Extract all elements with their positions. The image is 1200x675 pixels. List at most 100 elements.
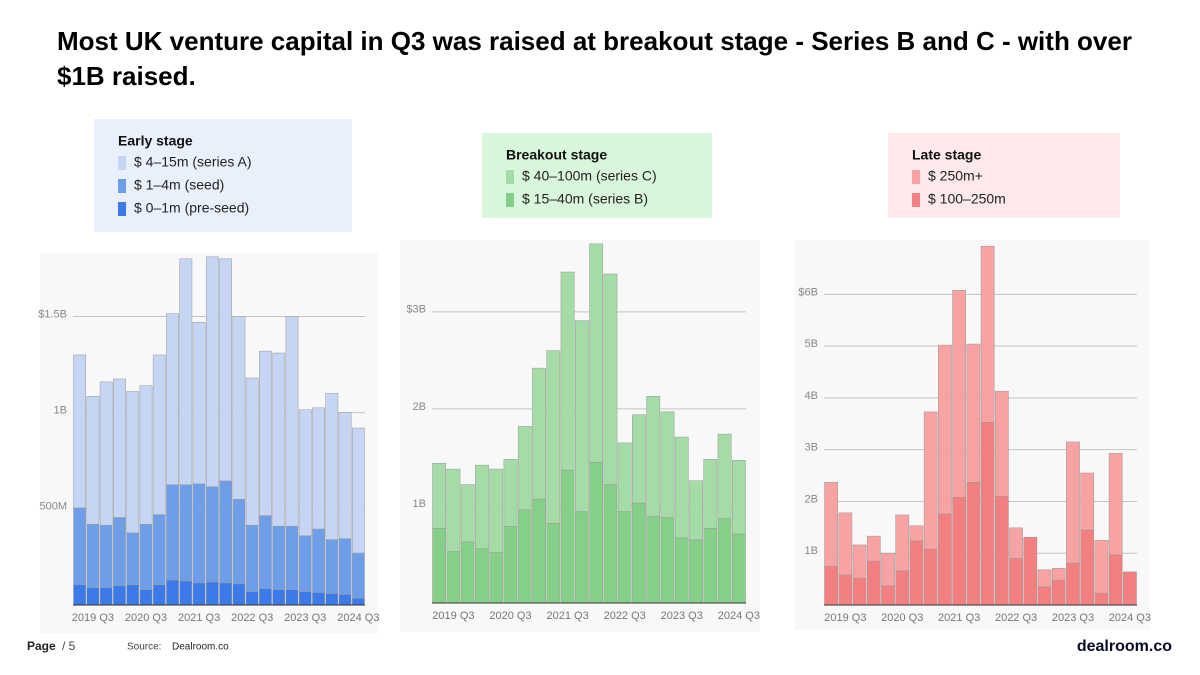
bar-segment [205, 256, 219, 487]
x-tick-label: 2023 Q3 [1052, 612, 1094, 624]
bar-segment [532, 367, 546, 500]
bar-segment [689, 539, 703, 604]
bar-segment [717, 518, 732, 604]
logo: dealroom.co [1077, 638, 1172, 655]
bar-segment [689, 480, 703, 541]
bar-segment [475, 464, 489, 549]
bar-segment [432, 528, 447, 604]
bar-segment [503, 526, 518, 604]
bar-segment [1037, 569, 1052, 588]
legend-swatch [118, 202, 126, 216]
bar-segment [866, 535, 881, 562]
bar-segment [574, 511, 589, 604]
bar-segment [881, 552, 895, 587]
bar-segment [1037, 586, 1052, 606]
bar-segment [1123, 571, 1137, 606]
bar-segment [503, 459, 518, 527]
bar-segment [205, 581, 219, 606]
bar-segment [1023, 536, 1038, 606]
bar-segment [446, 468, 461, 552]
legend-swatch [912, 193, 920, 207]
bar-segment [272, 352, 286, 527]
bar-segment [259, 350, 272, 516]
bar-segment [166, 484, 179, 581]
bar-segment [952, 289, 967, 498]
bar-segment [489, 468, 504, 553]
y-tick-label: 1B [805, 545, 818, 557]
bar-segment [460, 484, 475, 543]
bar-segment [731, 460, 746, 535]
bar-segment [285, 525, 299, 590]
bar-segment [938, 513, 952, 606]
bar-segment [325, 539, 339, 594]
bar-segment [432, 462, 447, 529]
bar-segment [232, 316, 246, 500]
legend-title: Early stage [118, 133, 193, 149]
bar-segment [73, 584, 87, 606]
bar-segment [717, 433, 732, 519]
legend-label: $ 250m+ [928, 168, 983, 184]
bar-segment [245, 377, 259, 526]
x-tick-label: 2022 Q3 [995, 612, 1037, 624]
bar-segment [338, 412, 352, 539]
bar-segment [232, 583, 246, 606]
legend-label: $ 4–15m (series A) [134, 154, 252, 170]
legend-label: $ 100–250m [928, 191, 1006, 207]
bar-segment [312, 407, 325, 530]
bar-segment [460, 541, 475, 604]
bar-segment [351, 427, 365, 554]
bar-segment [325, 393, 339, 540]
y-tick-label: 1B [413, 498, 426, 510]
bar-segment [192, 582, 206, 606]
page-count: / 5 [62, 639, 76, 653]
bar-segment [1094, 540, 1109, 594]
bar-segment [475, 548, 489, 604]
bar-segment [938, 344, 952, 515]
x-tick-label: 2024 Q3 [1109, 612, 1151, 624]
x-tick-label: 2020 Q3 [489, 610, 531, 622]
bar-segment [994, 390, 1009, 497]
x-tick-label: 2024 Q3 [337, 612, 379, 624]
bar-segment [980, 421, 995, 606]
bar-segment [952, 497, 967, 606]
bar-segment [603, 273, 618, 485]
bar-segment [923, 548, 938, 606]
bar-segment [646, 516, 661, 604]
x-tick-label: 2020 Q3 [881, 612, 923, 624]
bar-segment [1066, 562, 1080, 606]
bar-segment [517, 509, 532, 604]
legend-box [888, 133, 1120, 218]
bar-segment [113, 585, 126, 606]
bar-segment [1094, 592, 1109, 606]
legend-label: $ 40–100m (series C) [522, 168, 657, 184]
bar-segment [298, 409, 312, 537]
bar-segment [192, 321, 206, 485]
bar-segment [632, 502, 646, 604]
bar-segment [895, 514, 910, 572]
bar-segment [298, 535, 312, 592]
page-label: Page [27, 639, 56, 653]
bar-segment [1080, 472, 1095, 531]
bar-segment [660, 517, 675, 604]
bar-segment [617, 442, 632, 513]
bar-segment [1108, 554, 1123, 606]
bar-segment [272, 589, 286, 606]
bar-segment [259, 515, 272, 589]
x-tick-label: 2019 Q3 [824, 612, 866, 624]
bar-segment [152, 584, 166, 606]
x-tick-label: 2019 Q3 [72, 612, 114, 624]
legend-swatch [506, 193, 514, 207]
legend-label: $ 0–1m (pre-seed) [134, 200, 249, 216]
x-tick-label: 2023 Q3 [661, 610, 703, 622]
bar-segment [126, 532, 140, 586]
legend-label: $ 15–40m (series B) [522, 191, 648, 207]
bar-segment [852, 577, 867, 606]
bar-segment [574, 320, 589, 513]
bar-segment [126, 584, 140, 606]
legend-box [94, 119, 352, 232]
bar-segment [113, 517, 126, 587]
bar-segment [589, 462, 604, 604]
bar-segment [86, 523, 100, 588]
bar-segment [179, 258, 193, 486]
